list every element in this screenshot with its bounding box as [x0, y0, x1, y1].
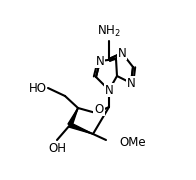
- Text: OMe: OMe: [119, 136, 146, 148]
- Text: N: N: [118, 46, 126, 60]
- Text: NH$_2$: NH$_2$: [97, 24, 121, 39]
- Text: OH: OH: [48, 142, 66, 155]
- Text: N: N: [127, 76, 135, 89]
- Text: O: O: [94, 102, 104, 116]
- Polygon shape: [69, 123, 93, 134]
- Text: N: N: [96, 55, 104, 68]
- Text: N: N: [105, 84, 113, 96]
- Text: HO: HO: [29, 82, 47, 94]
- Polygon shape: [68, 108, 78, 126]
